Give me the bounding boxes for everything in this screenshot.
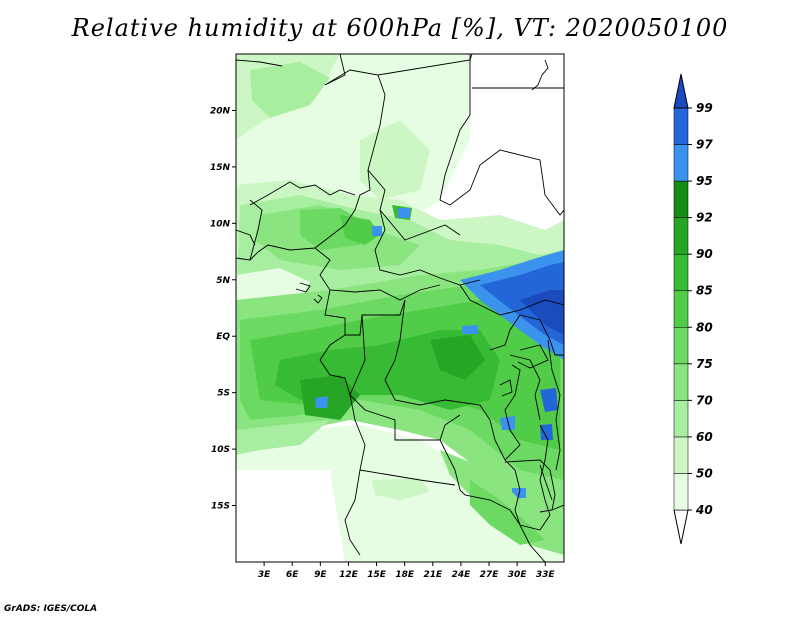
colorbar-label: 80 bbox=[696, 320, 713, 334]
colorbar-segment bbox=[673, 107, 689, 145]
lon-tick-label: 18E bbox=[395, 570, 415, 580]
lon-tick-label: 9E bbox=[314, 570, 327, 580]
credit-text: GrADS: IGES/COLA bbox=[4, 604, 98, 614]
lon-tick-label: 6E bbox=[286, 570, 299, 580]
colorbar-segment bbox=[673, 473, 689, 511]
colorbar-segment bbox=[673, 253, 689, 291]
lat-tick-label: 15N bbox=[210, 163, 231, 173]
lon-tick-label: 12E bbox=[339, 570, 359, 580]
lon-tick-label: 21E bbox=[423, 570, 443, 580]
lat-tick-label: 10N bbox=[210, 219, 231, 229]
colorbar-label: 90 bbox=[696, 247, 713, 261]
lat-tick-label: 20N bbox=[210, 106, 231, 116]
longitude-axis: 3E 6E 9E 12E 15E 18E 21E 24E 27E 30E 33E bbox=[258, 562, 556, 580]
lon-tick-label: 3E bbox=[258, 570, 271, 580]
colorbar-label: 97 bbox=[696, 138, 713, 152]
lon-tick-label: 30E bbox=[508, 570, 528, 580]
latitude-axis: 20N 15N 10N 5N EQ 5S 10S 15S bbox=[210, 106, 236, 512]
colorbar: 40 50 60 70 75 80 85 90 92 95 97 99 bbox=[673, 73, 713, 545]
lon-tick-label: 27E bbox=[480, 570, 500, 580]
colorbar-label: 40 bbox=[695, 503, 713, 517]
map-frame bbox=[235, 53, 565, 563]
lon-tick-label: 33E bbox=[536, 570, 556, 580]
colorbar-segment bbox=[673, 363, 689, 401]
colorbar-segment bbox=[673, 509, 689, 545]
colorbar-label: 75 bbox=[696, 357, 713, 371]
chart-title: Relative humidity at 600hPa [%], VT: 202… bbox=[71, 14, 729, 42]
lat-tick-label: 15S bbox=[211, 502, 230, 512]
colorbar-label: 85 bbox=[696, 284, 713, 298]
colorbar-segment bbox=[673, 144, 689, 182]
colorbar-label: 50 bbox=[696, 466, 713, 480]
colorbar-label: 92 bbox=[696, 211, 713, 225]
colorbar-segment bbox=[673, 400, 689, 438]
lat-tick-label: 10S bbox=[211, 445, 230, 455]
colorbar-segment bbox=[673, 290, 689, 328]
lon-tick-label: 24E bbox=[452, 570, 472, 580]
humidity-field bbox=[236, 54, 564, 562]
lat-tick-label: EQ bbox=[216, 332, 230, 342]
colorbar-label: 95 bbox=[696, 174, 713, 188]
lat-tick-label: 5N bbox=[216, 276, 230, 286]
colorbar-segment bbox=[673, 180, 689, 218]
colorbar-segment bbox=[673, 217, 689, 255]
lat-tick-label: 5S bbox=[217, 389, 230, 399]
colorbar-label: 60 bbox=[696, 430, 713, 444]
lon-tick-label: 15E bbox=[367, 570, 387, 580]
colorbar-label: 70 bbox=[696, 393, 713, 407]
country-borders bbox=[236, 54, 564, 562]
colorbar-segment bbox=[673, 327, 689, 365]
colorbar-segment bbox=[673, 73, 689, 109]
colorbar-segment bbox=[673, 436, 689, 474]
colorbar-label: 99 bbox=[696, 101, 713, 115]
